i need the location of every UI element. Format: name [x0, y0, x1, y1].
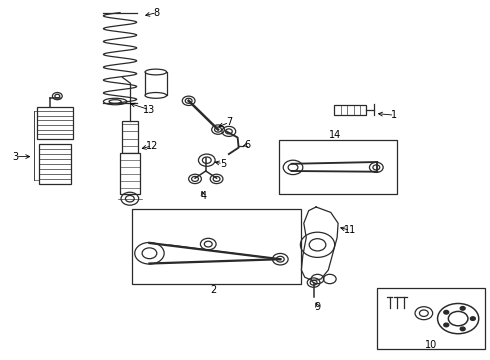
Text: 13: 13	[143, 105, 156, 115]
Text: 4: 4	[200, 191, 206, 201]
Text: 14: 14	[329, 130, 341, 140]
Text: 12: 12	[146, 141, 158, 151]
Text: 9: 9	[315, 302, 320, 312]
Text: 8: 8	[154, 8, 160, 18]
Ellipse shape	[103, 98, 127, 105]
Text: 11: 11	[344, 225, 356, 235]
Bar	[279, 140, 397, 194]
Bar	[377, 288, 485, 349]
Ellipse shape	[145, 69, 167, 75]
Text: 5: 5	[220, 159, 226, 169]
Ellipse shape	[109, 100, 121, 103]
Bar	[120, 153, 140, 194]
Text: 3: 3	[13, 152, 19, 162]
Text: 6: 6	[245, 140, 250, 150]
Circle shape	[470, 317, 475, 320]
Bar	[37, 107, 73, 139]
Bar	[132, 209, 301, 284]
Text: 1: 1	[392, 110, 397, 120]
Text: 2: 2	[210, 285, 216, 295]
Bar	[334, 105, 366, 115]
Circle shape	[444, 310, 449, 314]
Bar	[145, 72, 167, 95]
Circle shape	[460, 306, 465, 310]
Circle shape	[444, 323, 449, 327]
Bar	[39, 144, 71, 184]
Circle shape	[460, 327, 465, 331]
Bar	[122, 121, 138, 153]
Text: 7: 7	[226, 117, 232, 127]
Text: 10: 10	[425, 340, 437, 350]
Ellipse shape	[145, 93, 167, 98]
